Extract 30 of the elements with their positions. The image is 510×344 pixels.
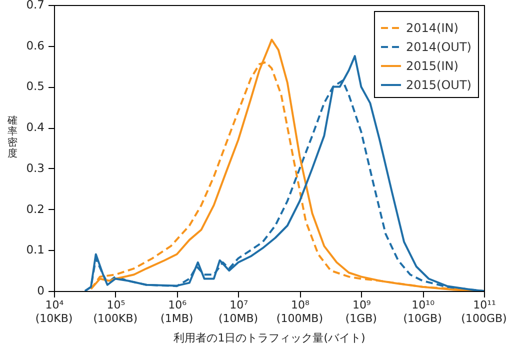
y-tick-label: 0.5 [26, 79, 44, 94]
text: (100KB) [93, 312, 138, 325]
y-tick-label: 0.3 [26, 160, 44, 175]
text: (100MB) [276, 312, 324, 325]
y-tick-label: 0.6 [26, 38, 44, 52]
x-tick-label: 10⁵ [106, 298, 126, 312]
legend-label: 2014(IN) [406, 21, 458, 35]
x-tick-label: 10⁶ [168, 298, 188, 312]
legend-label: 2015(IN) [406, 59, 458, 73]
y-axis-title: 確率密度 [6, 116, 18, 160]
legend-label: 2015(OUT) [406, 78, 472, 92]
text: (10MB) [218, 312, 258, 325]
x-tick-label: 10⁸ [291, 298, 310, 312]
y-tick-label: 0.1 [26, 242, 44, 257]
text: (1GB) [345, 312, 377, 325]
x-tick-label: 10⁴ [45, 298, 64, 312]
y-tick-label: 0.4 [26, 120, 44, 134]
text: (10KB) [35, 312, 73, 325]
x-tick-label: 10¹⁰ [412, 298, 436, 312]
text: (100GB) [461, 312, 507, 325]
x-tick-label: 10⁹ [352, 298, 371, 312]
y-tick-label: 0 [37, 284, 44, 298]
text: (10GB) [403, 312, 442, 325]
x-tick-label: 10¹¹ [473, 298, 496, 312]
text: (1MB) [160, 312, 194, 325]
x-tick-label: 10⁷ [230, 298, 248, 312]
y-tick-label: 0.2 [26, 202, 44, 216]
x-axis-title: 利用者の1日のトラフィック量(バイト) [174, 332, 366, 344]
legend-label: 2014(OUT) [406, 40, 472, 54]
y-tick-label: 0.7 [26, 0, 44, 12]
